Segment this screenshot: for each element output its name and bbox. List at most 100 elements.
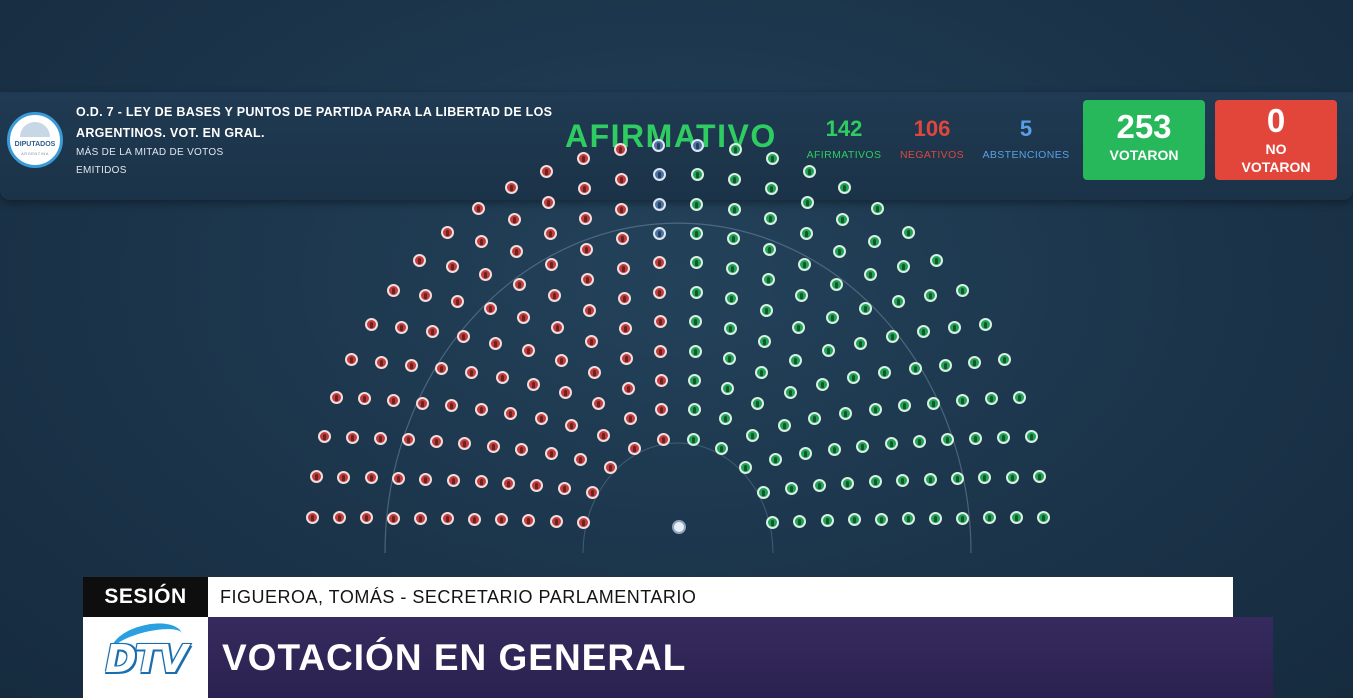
seat-negativo xyxy=(310,470,323,483)
negativos-stat: 106 NEGATIVOS xyxy=(896,115,968,161)
seat-negativo xyxy=(502,477,516,490)
seat-afirmativo xyxy=(757,486,770,500)
motion-title: O.D. 7 - LEY DE BASES Y PUNTOS DE PARTID… xyxy=(76,105,553,140)
seat-afirmativo xyxy=(759,303,773,317)
broadcast-title: VOTACIÓN EN GENERAL xyxy=(208,617,1273,698)
seat-negativo xyxy=(457,330,471,344)
seat-negativo xyxy=(486,439,500,453)
seat-negativo xyxy=(445,260,459,274)
seat-afirmativo xyxy=(725,291,739,305)
seat-afirmativo xyxy=(863,268,877,282)
seat-afirmativo xyxy=(978,317,992,331)
abstenciones-stat: 5 ABSTENCIONES xyxy=(978,115,1074,161)
seat-negativo xyxy=(419,472,433,486)
seat-negativo xyxy=(565,419,579,433)
seat-negativo xyxy=(544,447,558,461)
seat-afirmativo xyxy=(686,432,700,446)
seat-negativo xyxy=(581,273,595,287)
seat-afirmativo xyxy=(941,433,955,447)
seat-abstencion xyxy=(652,227,666,241)
seat-negativo xyxy=(540,164,554,178)
seat-negativo xyxy=(656,432,670,446)
afirmativos-label: AFIRMATIVOS xyxy=(806,149,882,161)
seat-afirmativo xyxy=(951,472,964,485)
seat-afirmativo xyxy=(827,442,841,456)
seat-afirmativo xyxy=(764,212,778,226)
seat-negativo xyxy=(465,366,478,380)
seat-negativo xyxy=(404,358,418,372)
seat-afirmativo xyxy=(835,213,849,227)
seat-negativo xyxy=(624,412,638,425)
seat-afirmativo xyxy=(820,513,834,527)
seat-afirmativo xyxy=(727,232,741,246)
seat-afirmativo xyxy=(982,511,996,525)
seat-negativo xyxy=(445,399,459,413)
seat-negativo xyxy=(653,315,667,329)
seat-negativo xyxy=(468,512,482,526)
seat-negativo xyxy=(434,362,448,375)
seat-negativo xyxy=(588,365,602,379)
seat-afirmativo xyxy=(761,273,775,287)
seat-negativo xyxy=(559,386,573,400)
seat-negativo xyxy=(513,277,527,291)
seat-afirmativo xyxy=(788,353,802,367)
seat-negativo xyxy=(596,428,610,442)
seat-negativo xyxy=(358,392,372,406)
seat-negativo xyxy=(617,291,631,305)
seat-negativo xyxy=(401,433,415,447)
seat-afirmativo xyxy=(997,353,1011,367)
seat-afirmativo xyxy=(821,344,835,358)
seat-negativo xyxy=(591,397,605,411)
seat-afirmativo xyxy=(868,402,882,416)
seat-abstencion xyxy=(652,168,666,182)
seat-afirmativo xyxy=(785,482,799,495)
seat-afirmativo xyxy=(908,362,922,375)
seat-afirmativo xyxy=(978,471,992,485)
seat-afirmativo xyxy=(1033,470,1046,483)
seat-afirmativo xyxy=(724,321,738,335)
logo-subtext: ARGENTINA xyxy=(21,151,49,156)
seat-afirmativo xyxy=(739,460,753,474)
seat-negativo xyxy=(557,482,571,495)
seat-negativo xyxy=(620,351,634,365)
seat-afirmativo xyxy=(874,512,888,526)
seat-afirmativo xyxy=(997,430,1011,444)
seat-afirmativo xyxy=(870,201,884,215)
seat-afirmativo xyxy=(927,396,941,410)
seat-negativo xyxy=(306,510,319,524)
seat-afirmativo xyxy=(826,310,840,324)
seat-negativo xyxy=(337,470,351,484)
seat-afirmativo xyxy=(840,477,854,490)
seat-negativo xyxy=(483,302,497,316)
seat-negativo xyxy=(414,511,428,525)
seat-afirmativo xyxy=(728,143,742,157)
seat-afirmativo xyxy=(1005,470,1019,484)
seat-negativo xyxy=(412,253,426,267)
seat-negativo xyxy=(429,435,443,449)
seat-afirmativo xyxy=(867,234,881,248)
seat-afirmativo xyxy=(802,164,816,178)
seat-afirmativo xyxy=(690,168,704,182)
congress-dome-icon xyxy=(20,122,50,137)
seat-negativo xyxy=(527,377,541,391)
seat-negativo xyxy=(345,353,359,367)
seat-negativo xyxy=(573,452,587,466)
seat-negativo xyxy=(554,353,568,367)
seat-negativo xyxy=(614,172,628,186)
seat-negativo xyxy=(479,268,493,282)
no-votaron-box: 0 NO VOTARON xyxy=(1215,100,1337,180)
no-votaron-label: NO VOTARON xyxy=(1241,141,1311,175)
seat-afirmativo xyxy=(813,479,827,493)
seat-afirmativo xyxy=(797,257,811,271)
seat-afirmativo xyxy=(754,365,768,379)
seat-afirmativo xyxy=(969,432,983,445)
seat-negativo xyxy=(329,390,343,404)
seat-negativo xyxy=(504,406,518,420)
seat-negativo xyxy=(655,403,669,417)
seat-afirmativo xyxy=(913,435,927,449)
seat-afirmativo xyxy=(897,399,911,413)
seat-afirmativo xyxy=(955,284,969,298)
seat-afirmativo xyxy=(777,419,791,433)
seat-afirmativo xyxy=(1010,511,1023,525)
seat-negativo xyxy=(627,442,641,456)
